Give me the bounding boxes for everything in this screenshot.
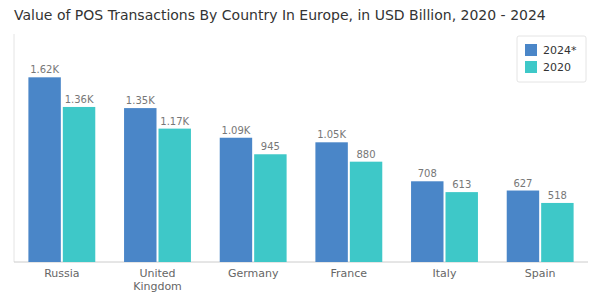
data-label: 880 (357, 149, 376, 160)
bar (254, 154, 286, 262)
bars (28, 77, 573, 262)
x-tick-label-line: Italy (433, 267, 457, 280)
bar (350, 162, 382, 262)
chart-title: Value of POS Transactions By Country In … (14, 7, 546, 23)
bar (28, 77, 60, 262)
chart-svg: Value of POS Transactions By Country In … (0, 0, 600, 302)
data-labels: 1.62K 1.35K 1.09K 1.05K 708 627 1.36K 1.17K 945 8… (30, 64, 567, 201)
x-tick-label-line: Kingdom (133, 280, 182, 293)
x-tick-label: Spain (525, 267, 556, 280)
bar (315, 142, 347, 262)
data-label: 613 (452, 179, 471, 190)
x-axis-line (14, 262, 588, 263)
chart-container: Value of POS Transactions By Country In … (0, 0, 600, 302)
legend-swatch (525, 61, 537, 73)
x-tick-label: UnitedKingdom (133, 267, 182, 293)
legend: 2024* 2020 (517, 36, 586, 82)
bar (124, 108, 156, 262)
legend-swatch (525, 44, 537, 56)
bar (507, 191, 539, 262)
bar (63, 107, 95, 262)
legend-frame (517, 36, 586, 82)
x-tick-label: France (331, 267, 368, 280)
data-label: 945 (261, 141, 280, 152)
x-tick-label-line: Germany (228, 267, 279, 280)
x-tick-labels: Russia UnitedKingdom Germany France Italy Spa… (44, 267, 555, 293)
bar (159, 129, 191, 262)
data-label: 708 (418, 168, 437, 179)
x-tick-label-line: United (139, 267, 175, 280)
x-tick-label: Russia (44, 267, 79, 280)
x-tick-label-line: Russia (44, 267, 79, 280)
x-tick-label-line: Spain (525, 267, 556, 280)
bar (446, 192, 478, 262)
data-label: 1.09K (222, 125, 251, 136)
bar (220, 138, 252, 262)
data-label: 627 (513, 178, 532, 189)
x-tick-label: Italy (433, 267, 457, 280)
data-label: 1.17K (160, 116, 189, 127)
bar (411, 181, 443, 262)
x-tick-label: Germany (228, 267, 279, 280)
y-axis-line (14, 34, 15, 262)
data-label: 1.35K (126, 95, 155, 106)
bar (541, 203, 573, 262)
data-label: 1.05K (317, 129, 346, 140)
legend-label: 2024* (543, 44, 577, 57)
data-label: 518 (548, 190, 567, 201)
data-label: 1.36K (65, 94, 94, 105)
data-label: 1.62K (30, 64, 59, 75)
x-tick-label-line: France (331, 267, 368, 280)
legend-label: 2020 (543, 61, 571, 74)
